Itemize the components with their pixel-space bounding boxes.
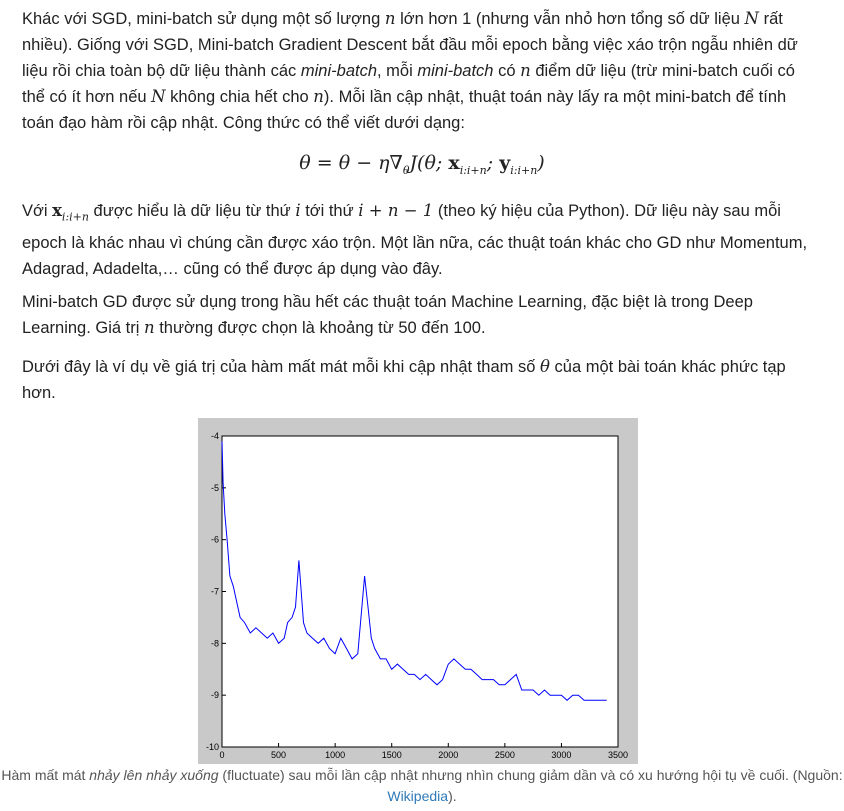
paragraph-example-intro: Dưới đây là ví dụ về giá trị của hàm mất… (22, 354, 822, 406)
text: ). Mỗi lần cập nhật, thuật toán này lấy … (22, 88, 787, 132)
y-tick-label: -4 (211, 431, 219, 441)
math-N: N (151, 87, 166, 106)
equation-part: J(θ; (409, 152, 449, 174)
emphasis: nhảy lên nhảy xuống (89, 767, 219, 783)
equation-bold-x: x (448, 152, 460, 174)
math-i-plus-n-minus-1: i + n − 1 (358, 201, 434, 220)
math-N: N (744, 9, 759, 28)
equation-part: θ = θ − η∇ (299, 152, 403, 174)
y-tick-label: -10 (206, 742, 219, 752)
plot-area (221, 435, 619, 748)
y-tick-label: -9 (211, 690, 219, 700)
x-tick-label: 2000 (438, 750, 458, 760)
tick-labels: 0 500 1000 1500 2000 2500 3000 3500 -4 -5 -6 -7 -8 -9… (206, 431, 628, 760)
loss-series-line (221, 441, 607, 701)
axis-ticks (221, 435, 619, 748)
x-tick-label: 0 (219, 750, 224, 760)
x-tick-label: 1000 (325, 750, 345, 760)
equation-sub: i:i+n (510, 163, 538, 177)
text: (fluctuate) sau mỗi lần cập nhật nhưng n… (218, 767, 843, 783)
math-n: n (384, 9, 396, 28)
math-n: n (520, 61, 531, 80)
text: Dưới đây là ví dụ về giá trị của hàm mất… (22, 358, 541, 376)
equation-bold-y: y (499, 152, 511, 174)
equation-sub: θ (402, 163, 410, 177)
loss-chart-figure: 0 500 1000 1500 2000 2500 3000 3500 -4 -5 -6 -7 -8 -9… (198, 418, 638, 764)
text: ). (448, 788, 457, 804)
x-tick-label: 500 (271, 750, 286, 760)
text: điểm dữ liệu (trừ mini-batch cuối có thể… (22, 62, 795, 106)
equation-part: ; (486, 152, 500, 174)
text: Với (22, 202, 53, 220)
text: không chia hết cho (165, 88, 314, 106)
text: có (493, 62, 521, 80)
paragraph-mini-batch-intro: Khác với SGD, mini-batch sử dụng một số … (22, 6, 822, 136)
text: tới thứ (300, 202, 359, 220)
text: được hiểu là dữ liệu từ thứ (88, 202, 296, 220)
math-bold-x: x (52, 201, 62, 220)
text: Khác với SGD, mini-batch sử dụng một số … (22, 10, 385, 28)
text: rất nhiều). Giống với SGD, Mini-batch Gr… (22, 10, 798, 80)
paragraph-usage: Mini-batch GD được sử dụng trong hầu hết… (22, 289, 822, 341)
x-tick-label: 2500 (495, 750, 515, 760)
x-tick-label: 3000 (551, 750, 571, 760)
math-n: n (143, 318, 155, 337)
y-tick-label: -6 (211, 535, 219, 545)
text: thường được chọn là khoảng từ 50 đến 100… (154, 319, 486, 337)
text: (theo ký hiệu của Python). Dữ liệu này s… (22, 202, 808, 279)
math-theta: θ (540, 357, 550, 376)
figure-caption: Hàm mất mát nhảy lên nhảy xuống (fluctua… (0, 765, 844, 807)
equation-sub: i:i+n (459, 163, 487, 177)
y-tick-label: -8 (211, 638, 219, 648)
loss-chart: 0 500 1000 1500 2000 2500 3000 3500 -4 -5 -6 -7 -8 -9… (206, 431, 628, 760)
emphasis: mini-batch (417, 62, 494, 80)
emphasis: mini-batch (300, 62, 378, 80)
wikipedia-link[interactable]: Wikipedia (387, 788, 449, 804)
math-sub: i:i+n (61, 210, 89, 224)
text: lớn hơn 1 (nhưng vẫn nhỏ hơn tổng số dữ … (395, 10, 745, 28)
equation-part: ) (537, 152, 545, 174)
paragraph-batch-notation: Với xi:i+n được hiểu là dữ liệu từ thứ i… (22, 198, 822, 282)
text: Hàm mất mát (1, 767, 90, 783)
text: , mỗi (377, 62, 418, 80)
y-tick-label: -5 (211, 483, 219, 493)
math-n: n (313, 87, 324, 106)
text: của một bài toán khác phức tạp hơn. (22, 358, 786, 402)
math-i: i (295, 201, 301, 220)
x-tick-label: 3500 (608, 750, 628, 760)
x-tick-label: 1500 (382, 750, 402, 760)
text: Mini-batch GD được sử dụng trong hầu hết… (22, 293, 753, 337)
update-equation: θ = θ − η∇θJ(θ; xi:i+n; yi:i+n) (22, 152, 822, 177)
y-tick-label: -7 (211, 587, 219, 597)
